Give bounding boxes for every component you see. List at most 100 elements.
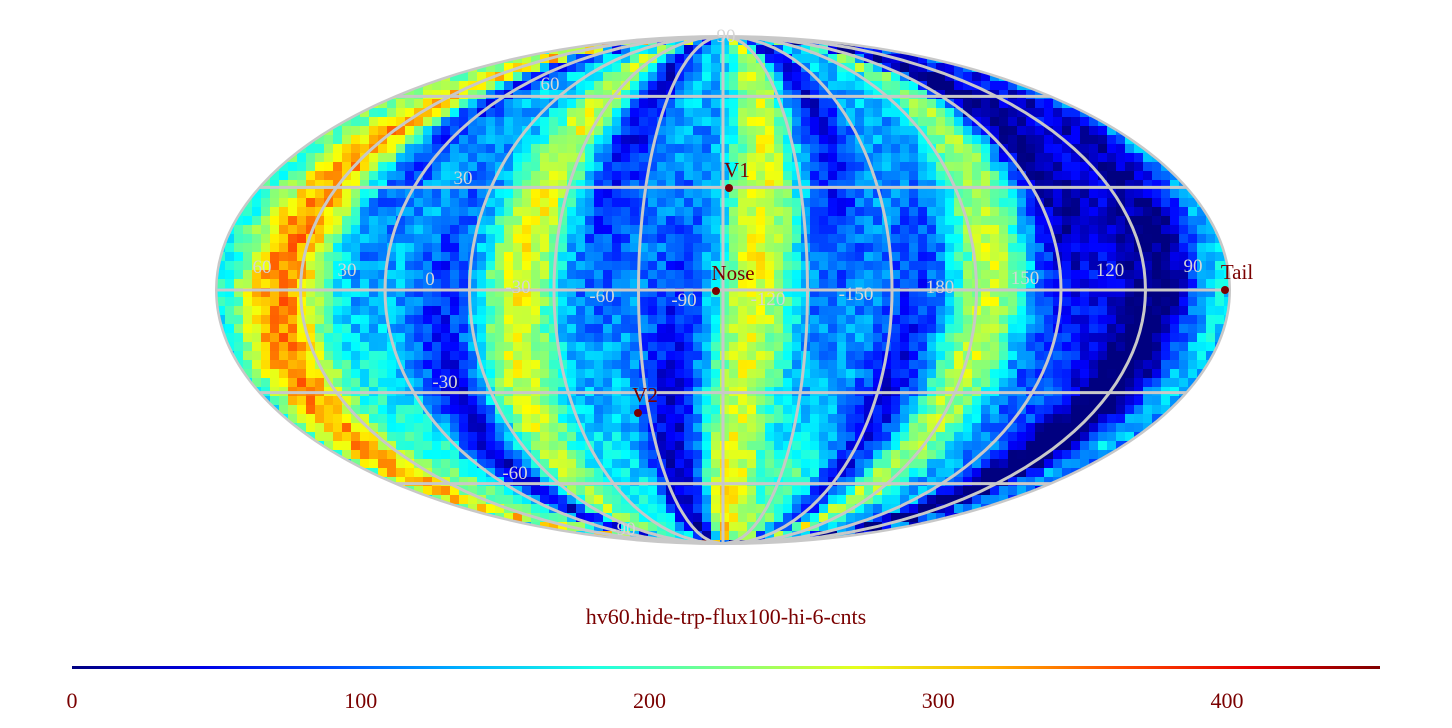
- flux-pixel: [603, 414, 613, 424]
- flux-pixel: [549, 189, 559, 199]
- flux-pixel: [540, 207, 550, 217]
- flux-pixel: [693, 108, 703, 118]
- flux-pixel: [891, 360, 901, 370]
- flux-pixel: [270, 288, 280, 298]
- flux-pixel: [648, 81, 658, 91]
- flux-pixel: [675, 270, 685, 280]
- flux-pixel: [981, 189, 991, 199]
- flux-pixel: [684, 279, 694, 289]
- flux-pixel: [693, 306, 703, 316]
- flux-pixel: [936, 162, 946, 172]
- flux-pixel: [909, 207, 919, 217]
- flux-pixel: [1008, 180, 1018, 190]
- flux-pixel: [729, 207, 739, 217]
- flux-pixel: [450, 99, 460, 109]
- flux-pixel: [1071, 216, 1081, 226]
- flux-pixel: [918, 261, 928, 271]
- flux-pixel: [666, 216, 676, 226]
- flux-pixel: [702, 450, 712, 460]
- flux-pixel: [1008, 279, 1018, 289]
- flux-pixel: [1026, 279, 1036, 289]
- flux-pixel: [459, 432, 469, 442]
- flux-pixel: [1017, 468, 1027, 478]
- flux-pixel: [990, 207, 1000, 217]
- flux-pixel: [387, 153, 397, 163]
- flux-pixel: [1071, 360, 1081, 370]
- flux-pixel: [594, 450, 604, 460]
- flux-pixel: [441, 324, 451, 334]
- flux-pixel: [432, 90, 442, 100]
- flux-pixel: [333, 342, 343, 352]
- flux-pixel: [1035, 432, 1045, 442]
- flux-pixel: [1017, 180, 1027, 190]
- flux-pixel: [1071, 369, 1081, 379]
- flux-pixel: [828, 351, 838, 361]
- flux-pixel: [558, 54, 568, 64]
- flux-pixel: [783, 324, 793, 334]
- flux-pixel: [711, 423, 721, 433]
- flux-pixel: [405, 117, 415, 127]
- flux-pixel: [693, 72, 703, 82]
- flux-pixel: [288, 198, 298, 208]
- flux-pixel: [675, 207, 685, 217]
- flux-pixel: [909, 414, 919, 424]
- flux-pixel: [729, 90, 739, 100]
- flux-pixel: [837, 396, 847, 406]
- flux-pixel: [873, 441, 883, 451]
- flux-pixel: [756, 189, 766, 199]
- flux-pixel: [1080, 315, 1090, 325]
- flux-pixel: [369, 216, 379, 226]
- flux-pixel: [549, 360, 559, 370]
- flux-pixel: [279, 243, 289, 253]
- flux-pixel: [747, 198, 757, 208]
- flux-pixel: [810, 351, 820, 361]
- flux-pixel: [594, 171, 604, 181]
- flux-pixel: [693, 162, 703, 172]
- flux-pixel: [693, 396, 703, 406]
- flux-pixel: [747, 207, 757, 217]
- flux-pixel: [405, 153, 415, 163]
- flux-pixel: [360, 414, 370, 424]
- flux-pixel: [981, 171, 991, 181]
- flux-pixel: [504, 153, 514, 163]
- flux-pixel: [918, 189, 928, 199]
- flux-pixel: [882, 198, 892, 208]
- flux-pixel: [423, 360, 433, 370]
- flux-pixel: [981, 180, 991, 190]
- flux-pixel: [891, 108, 901, 118]
- flux-pixel: [639, 468, 649, 478]
- flux-pixel: [1143, 243, 1153, 253]
- flux-pixel: [405, 135, 415, 145]
- flux-pixel: [585, 315, 595, 325]
- flux-pixel: [423, 144, 433, 154]
- flux-pixel: [576, 297, 586, 307]
- flux-pixel: [522, 207, 532, 217]
- flux-pixel: [729, 486, 739, 496]
- flux-pixel: [495, 360, 505, 370]
- flux-pixel: [387, 369, 397, 379]
- flux-pixel: [288, 180, 298, 190]
- flux-pixel: [873, 414, 883, 424]
- flux-pixel: [846, 378, 856, 388]
- flux-pixel: [504, 414, 514, 424]
- flux-pixel: [333, 189, 343, 199]
- flux-pixel: [351, 261, 361, 271]
- flux-pixel: [1224, 333, 1230, 343]
- flux-pixel: [1080, 171, 1090, 181]
- flux-pixel: [414, 306, 424, 316]
- flux-pixel: [477, 342, 487, 352]
- flux-pixel: [1071, 108, 1081, 118]
- flux-pixel: [567, 486, 577, 496]
- flux-pixel: [459, 405, 469, 415]
- flux-pixel: [963, 486, 973, 496]
- flux-pixel: [612, 423, 622, 433]
- flux-pixel: [648, 99, 658, 109]
- flux-pixel: [369, 450, 379, 460]
- flux-pixel: [297, 351, 307, 361]
- flux-pixel: [684, 261, 694, 271]
- flux-pixel: [1053, 180, 1063, 190]
- flux-pixel: [540, 423, 550, 433]
- flux-pixel: [873, 405, 883, 415]
- flux-pixel: [414, 423, 424, 433]
- flux-pixel: [630, 99, 640, 109]
